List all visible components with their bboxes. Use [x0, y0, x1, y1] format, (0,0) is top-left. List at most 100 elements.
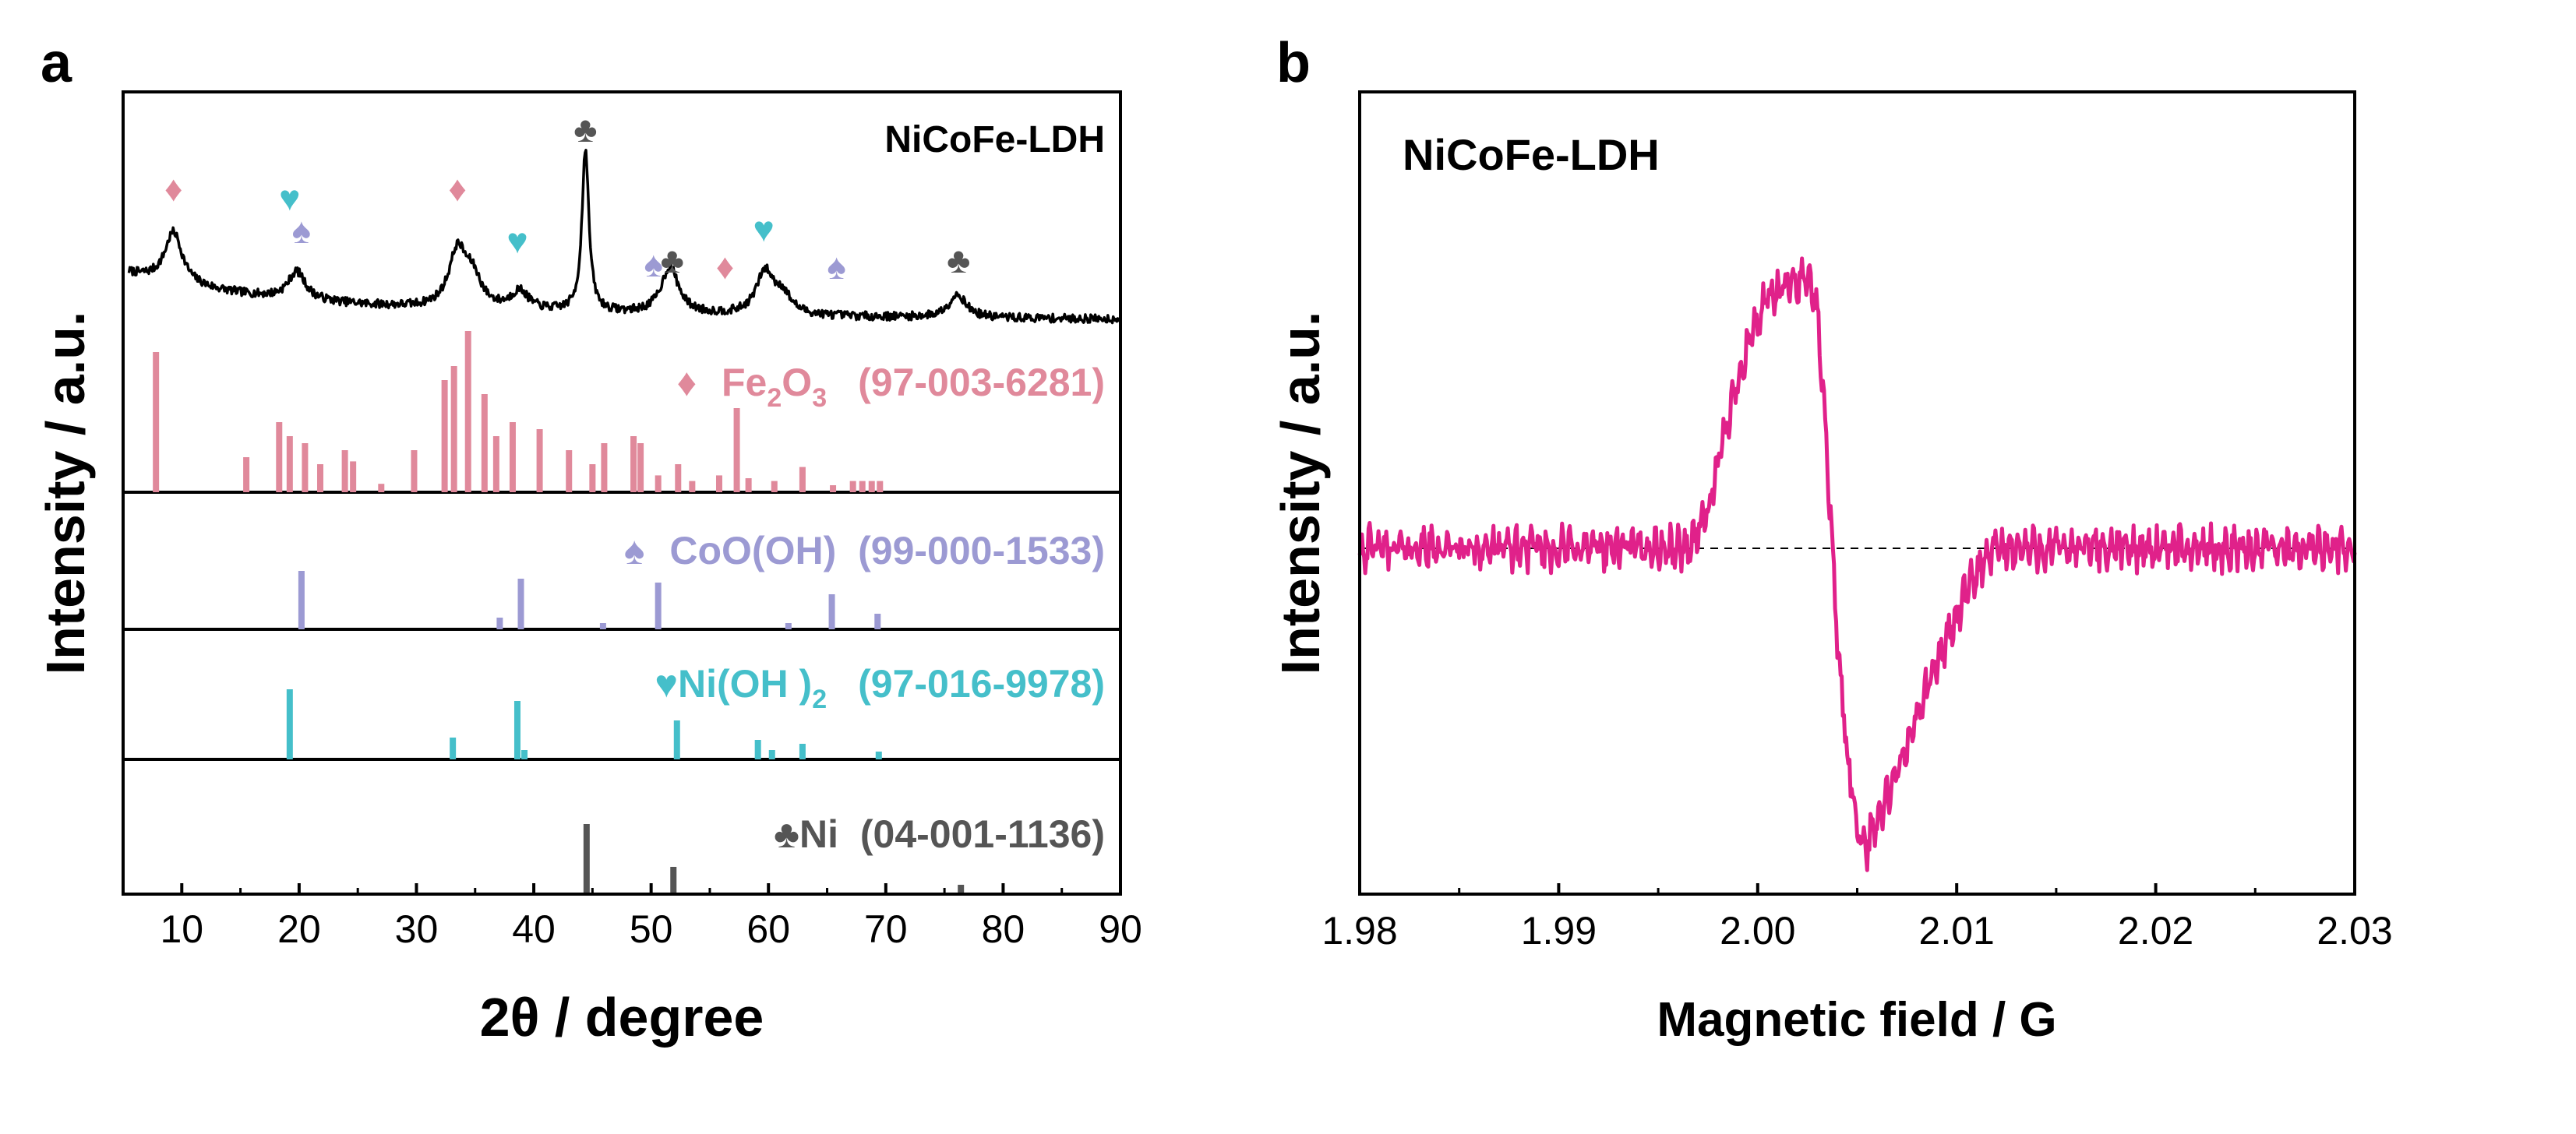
- nioh-stick: [754, 740, 761, 759]
- nioh-legend: ♥Ni(OH )2 (97-016-9978): [655, 662, 1105, 714]
- fe2o3-stick: [868, 481, 875, 492]
- cooh-stick: [298, 571, 305, 629]
- panel-b-tick-label: 2.01: [1919, 909, 1995, 953]
- peak-marker: ♦: [164, 168, 182, 209]
- nioh-formula: Ni(OH ): [678, 662, 812, 706]
- fe2o3-stick: [675, 464, 682, 492]
- fe2o3-stick: [286, 436, 293, 492]
- panel-a-x-axis-label: 2θ / degree: [480, 987, 764, 1048]
- fe2o3-formula-o: O: [782, 361, 812, 404]
- panel-a-sample-label: NiCoFe-LDH: [884, 119, 1105, 160]
- nioh-stick: [286, 689, 293, 759]
- nioh-stick: [875, 752, 882, 759]
- panel-b-label: b: [1276, 32, 1311, 94]
- peak-marker: ♠: [644, 244, 662, 284]
- fe2o3-stick: [733, 408, 740, 492]
- panel-b-tick-label: 2.00: [1720, 909, 1795, 953]
- panel-b-tick-label: 2.02: [2118, 909, 2193, 953]
- ni-symbol: ♣: [774, 812, 799, 856]
- fe2o3-stick: [350, 461, 357, 492]
- fe2o3-symbol: ♦: [677, 361, 697, 404]
- fe2o3-stick: [536, 429, 543, 492]
- fe2o3-stick: [715, 475, 722, 492]
- panel-a-tick-label: 30: [395, 907, 439, 951]
- fe2o3-reference-sticks: [153, 331, 884, 492]
- nioh-symbol: ♥: [655, 662, 678, 706]
- peak-marker: ♥: [506, 220, 528, 261]
- panel-b: b 1.98 1.99 2.00 2.01 2.02 2.03 NiCoFe-LDH Ma…: [1270, 32, 2393, 1047]
- cooh-symbol: ♠: [624, 529, 645, 572]
- fe2o3-stick: [745, 478, 752, 492]
- cooh-stick: [496, 618, 503, 629]
- panel-a-tick-label: 50: [630, 907, 673, 951]
- panel-a-tick-label: 10: [160, 907, 203, 951]
- panel-a-frame: [122, 90, 1122, 896]
- nioh-stick: [513, 701, 520, 759]
- ni-stick: [958, 885, 965, 894]
- panel-b-tick-label: 2.03: [2317, 909, 2392, 953]
- fe2o3-stick: [441, 380, 448, 492]
- nioh-stick: [521, 750, 528, 759]
- fe2o3-stick: [637, 443, 644, 492]
- fe2o3-stick: [316, 464, 323, 492]
- panel-a-tick-label: 40: [512, 907, 556, 951]
- panel-a-tick-label: 90: [1099, 907, 1142, 951]
- nioh-reference-sticks: [286, 689, 882, 759]
- fe2o3-stick: [877, 481, 884, 492]
- peak-marker: ♥: [753, 209, 775, 249]
- ni-stick: [583, 824, 590, 894]
- fe2o3-stick: [771, 481, 778, 492]
- fe2o3-stick: [341, 450, 348, 492]
- nioh-stick: [768, 750, 775, 759]
- peak-marker: ♣: [573, 109, 597, 150]
- panel-b-tick-label: 1.98: [1322, 909, 1397, 953]
- panel-b-frame: [1358, 90, 2356, 896]
- panel-b-tick-label: 1.99: [1521, 909, 1597, 953]
- cooh-legend: ♠ CoO(OH) (99-000-1533): [624, 529, 1105, 572]
- panel-a-y-axis-label: Intensity / a.u.: [35, 312, 96, 675]
- cooh-stick: [655, 583, 662, 629]
- panel-b-x-axis-label: Magnetic field / G: [1657, 993, 2056, 1047]
- panel-b-y-axis-label: Intensity / a.u.: [1270, 312, 1331, 675]
- nioh-stick: [799, 744, 806, 759]
- fe2o3-stick: [276, 422, 283, 492]
- xrd-pattern-line: [127, 149, 1122, 325]
- fe2o3-stick: [411, 450, 418, 492]
- fe2o3-stick: [378, 484, 385, 492]
- peak-marker: ♦: [448, 168, 466, 209]
- fe2o3-stick: [243, 457, 250, 492]
- fe2o3-stick: [450, 366, 457, 492]
- epr-spectrum-line: [1357, 256, 2357, 872]
- cooh-stick: [785, 623, 792, 629]
- fe2o3-stick: [302, 443, 309, 492]
- fe2o3-stick: [566, 450, 573, 492]
- peak-marker: ♣: [947, 240, 970, 280]
- ni-code: (04-001-1136): [860, 812, 1105, 856]
- nioh-formula-sub: 2: [812, 685, 827, 714]
- peak-marker: ♠: [292, 210, 311, 251]
- peak-marker: ♥: [279, 178, 300, 218]
- fe2o3-stick: [630, 436, 637, 492]
- fe2o3-stick: [859, 481, 866, 492]
- fe2o3-stick: [655, 475, 662, 492]
- fe2o3-stick: [492, 436, 499, 492]
- cooh-stick: [599, 623, 606, 629]
- fe2o3-formula-sub2: 3: [812, 383, 827, 413]
- fe2o3-stick: [589, 464, 596, 492]
- panel-a-label: a: [41, 32, 72, 94]
- fe2o3-stick: [601, 443, 608, 492]
- fe2o3-stick: [153, 352, 160, 492]
- peak-marker: ♠: [827, 246, 845, 287]
- fe2o3-code: (97-003-6281): [858, 361, 1105, 404]
- cooh-stick: [874, 614, 881, 629]
- fe2o3-formula-sub1: 2: [767, 383, 782, 413]
- fe2o3-formula-fe: Fe: [722, 361, 767, 404]
- panel-a-tick-label: 60: [746, 907, 790, 951]
- peak-marker: ♣: [661, 240, 684, 280]
- panel-a-x-ticks: 10 20 30 40 50 60 70 80 90: [122, 883, 1142, 951]
- ni-legend: ♣Ni (04-001-1136): [774, 812, 1105, 856]
- panel-a: a 10 20 30 40 50 60 70 80 90 ♦ ♥♠♦♥♣♠♣ ♦♥♠ ♣ NiCoFe…: [35, 32, 1142, 1048]
- ni-reference-sticks: [583, 824, 965, 894]
- cooh-formula: CoO(OH): [669, 529, 836, 572]
- panel-a-tick-label: 70: [864, 907, 908, 951]
